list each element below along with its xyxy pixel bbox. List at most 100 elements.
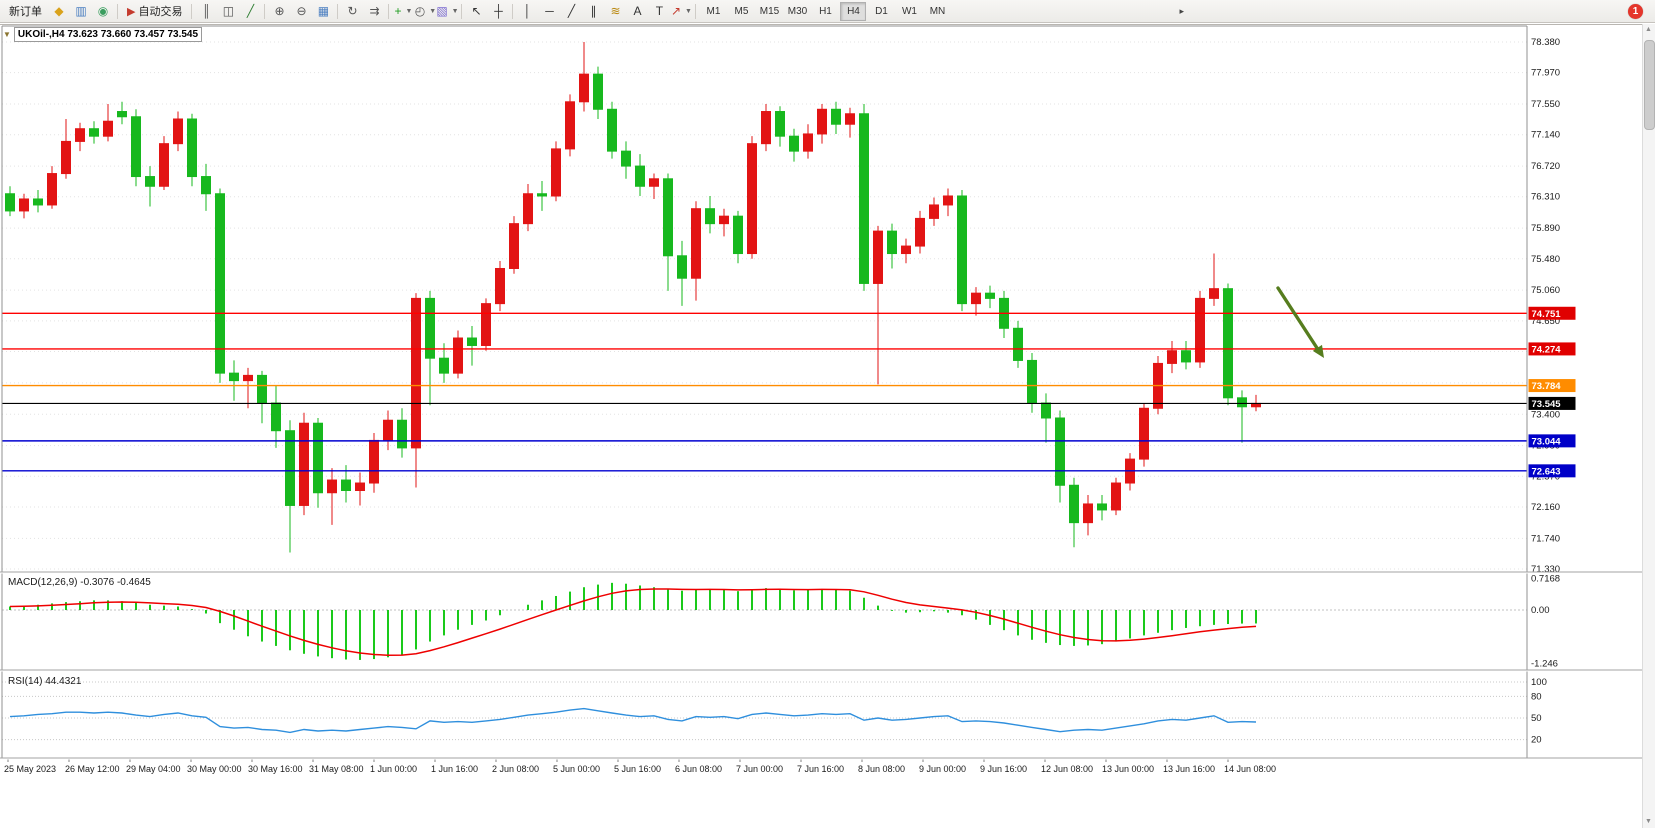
svg-text:0.7168: 0.7168 <box>1531 574 1560 585</box>
price-panel[interactable] <box>2 41 1527 570</box>
market-watch-icon[interactable]: ◉ <box>92 1 114 22</box>
svg-text:30 May 00:00: 30 May 00:00 <box>187 764 242 774</box>
timeframe-mn-button[interactable]: MN <box>929 5 946 17</box>
scrollbar-thumb[interactable] <box>1644 40 1655 130</box>
chevron-down-icon[interactable]: ▼ <box>405 7 413 15</box>
add-indicator-button[interactable]: + ▼ <box>392 1 414 22</box>
chart-title: UKOil-,H4 73.623 73.660 73.457 73.545 <box>13 27 203 42</box>
order-history-icon: ◆ <box>54 4 64 18</box>
toolbar-separator <box>117 3 118 19</box>
svg-text:8 Jun 08:00: 8 Jun 08:00 <box>858 764 905 774</box>
price-axis[interactable]: 78.380 77.970 77.550 77.140 76.720 76.310 75.8… <box>1528 37 1576 746</box>
fibonacci-tool-icon[interactable]: ≋ <box>604 1 626 22</box>
timeframe-w1-button[interactable]: W1 <box>901 5 917 17</box>
toolbar-overflow-icon[interactable]: ▸ <box>1179 5 1184 16</box>
crosshair-tool-icon[interactable]: ┼ <box>487 1 509 22</box>
autotrading-button-label: 自动交易 <box>138 6 183 18</box>
arrows-tool-button[interactable]: ↗ ▼ <box>670 1 692 22</box>
cursor-tool-icon: ↖ <box>471 4 482 18</box>
auto-scroll-icon[interactable]: ↻ <box>341 1 363 22</box>
timeframe-h4-button[interactable]: H4 <box>840 1 867 21</box>
chevron-down-icon[interactable]: ▼ <box>429 7 437 15</box>
timeframe-m1-button[interactable]: M1 <box>706 5 721 17</box>
svg-text:9 Jun 00:00: 9 Jun 00:00 <box>919 764 966 774</box>
svg-text:73.400: 73.400 <box>1531 409 1560 420</box>
profiles-icon[interactable]: ▥ <box>70 1 92 22</box>
svg-text:1 Jun 00:00: 1 Jun 00:00 <box>370 764 417 774</box>
timeframe-m15-button[interactable]: M15 <box>759 5 780 17</box>
svg-text:100: 100 <box>1531 677 1547 688</box>
vertical-line-tool-icon: │ <box>523 4 532 18</box>
text-tool-icon: A <box>633 4 642 18</box>
zoom-in-icon[interactable]: ⊕ <box>268 1 290 22</box>
label-tool-icon[interactable]: T <box>648 1 670 22</box>
svg-text:26 May 12:00: 26 May 12:00 <box>65 764 120 774</box>
svg-text:13 Jun 00:00: 13 Jun 00:00 <box>1102 764 1154 774</box>
zoom-out-icon[interactable]: ⊖ <box>290 1 312 22</box>
vertical-scrollbar[interactable]: ▲ ▼ <box>1642 24 1655 828</box>
horizontal-line-tool-icon[interactable]: ─ <box>538 1 560 22</box>
periods-icon: ◴ <box>414 4 426 18</box>
time-axis[interactable]: 25 May 2023 26 May 12:00 29 May 04:00 30 Ma… <box>4 758 1276 774</box>
new-order-button[interactable]: 新订单 <box>3 1 48 22</box>
cursor-tool-icon[interactable]: ↖ <box>465 1 487 22</box>
toolbar-separator <box>512 3 514 19</box>
rsi-panel[interactable] <box>2 681 1527 741</box>
timeframe-m30-button[interactable]: M30 <box>787 5 808 17</box>
notification-badge[interactable]: 1 <box>1628 4 1643 19</box>
text-tool-icon[interactable]: A <box>626 1 648 22</box>
chevron-down-icon[interactable]: ▼ <box>685 7 692 15</box>
svg-text:5 Jun 16:00: 5 Jun 16:00 <box>614 764 661 774</box>
candlestick-mode-icon[interactable]: ◫ <box>217 1 239 22</box>
svg-text:73.044: 73.044 <box>1532 436 1562 447</box>
tile-windows-icon[interactable]: ▦ <box>312 1 334 22</box>
svg-text:75.890: 75.890 <box>1531 223 1560 234</box>
svg-text:73.545: 73.545 <box>1532 399 1562 410</box>
channel-tool-icon[interactable]: ∥ <box>582 1 604 22</box>
toolbar-separator <box>388 3 390 19</box>
price-tag: 74.751 <box>1528 306 1576 320</box>
trendline-tool-icon[interactable]: ╱ <box>560 1 582 22</box>
scrollbar-up-icon[interactable]: ▲ <box>1645 26 1652 33</box>
zoom-in-icon: ⊕ <box>274 4 285 18</box>
toolbar-separator <box>337 3 339 19</box>
timeframe-d1-button[interactable]: D1 <box>875 5 888 17</box>
collapse-triangle-icon[interactable]: ▼ <box>3 29 11 39</box>
bar-chart-mode-icon: ║ <box>202 4 211 18</box>
scrollbar-down-icon[interactable]: ▼ <box>1645 818 1652 825</box>
periods-button[interactable]: ◴ ▼ <box>414 1 436 22</box>
svg-text:74.274: 74.274 <box>1532 344 1562 355</box>
vertical-line-tool-icon[interactable]: │ <box>516 1 538 22</box>
timeframe-h1-button[interactable]: H1 <box>819 5 832 17</box>
svg-text:5 Jun 00:00: 5 Jun 00:00 <box>553 764 600 774</box>
price-tag: 72.643 <box>1528 464 1576 478</box>
svg-text:14 Jun 08:00: 14 Jun 08:00 <box>1224 764 1276 774</box>
rsi-indicator-label: RSI(14) 44.4321 <box>8 676 82 687</box>
svg-text:29 May 04:00: 29 May 04:00 <box>126 764 181 774</box>
annotation-arrow[interactable] <box>1276 286 1324 358</box>
svg-text:13 Jun 16:00: 13 Jun 16:00 <box>1163 764 1215 774</box>
svg-text:80: 80 <box>1531 691 1542 702</box>
timeframe-m5-button[interactable]: M5 <box>734 5 749 17</box>
templates-button[interactable]: ▧ ▼ <box>436 1 458 22</box>
macd-panel[interactable] <box>2 582 1527 660</box>
svg-text:76.310: 76.310 <box>1531 192 1560 203</box>
chart-shift-icon: ⇉ <box>369 4 380 18</box>
order-history-icon[interactable]: ◆ <box>48 1 70 22</box>
line-chart-mode-icon[interactable]: ╱ <box>239 1 261 22</box>
profiles-icon: ▥ <box>75 4 87 18</box>
svg-text:72.160: 72.160 <box>1531 502 1560 513</box>
svg-text:20: 20 <box>1531 735 1542 746</box>
templates-icon: ▧ <box>436 4 448 18</box>
svg-text:71.740: 71.740 <box>1531 533 1560 544</box>
price-tag: 73.545 <box>1528 396 1576 410</box>
chart-title-chip: ▼ UKOil-,H4 73.623 73.660 73.457 73.545 <box>3 27 203 42</box>
bar-chart-mode-icon[interactable]: ║ <box>195 1 217 22</box>
autotrading-button[interactable]: ▶ 自动交易 <box>121 1 188 22</box>
svg-text:31 May 08:00: 31 May 08:00 <box>309 764 364 774</box>
chevron-down-icon[interactable]: ▼ <box>451 7 459 15</box>
chart-shift-icon[interactable]: ⇉ <box>363 1 385 22</box>
autotrading-icon: ▶ <box>127 5 136 18</box>
add-indicator-icon: + <box>394 4 402 18</box>
